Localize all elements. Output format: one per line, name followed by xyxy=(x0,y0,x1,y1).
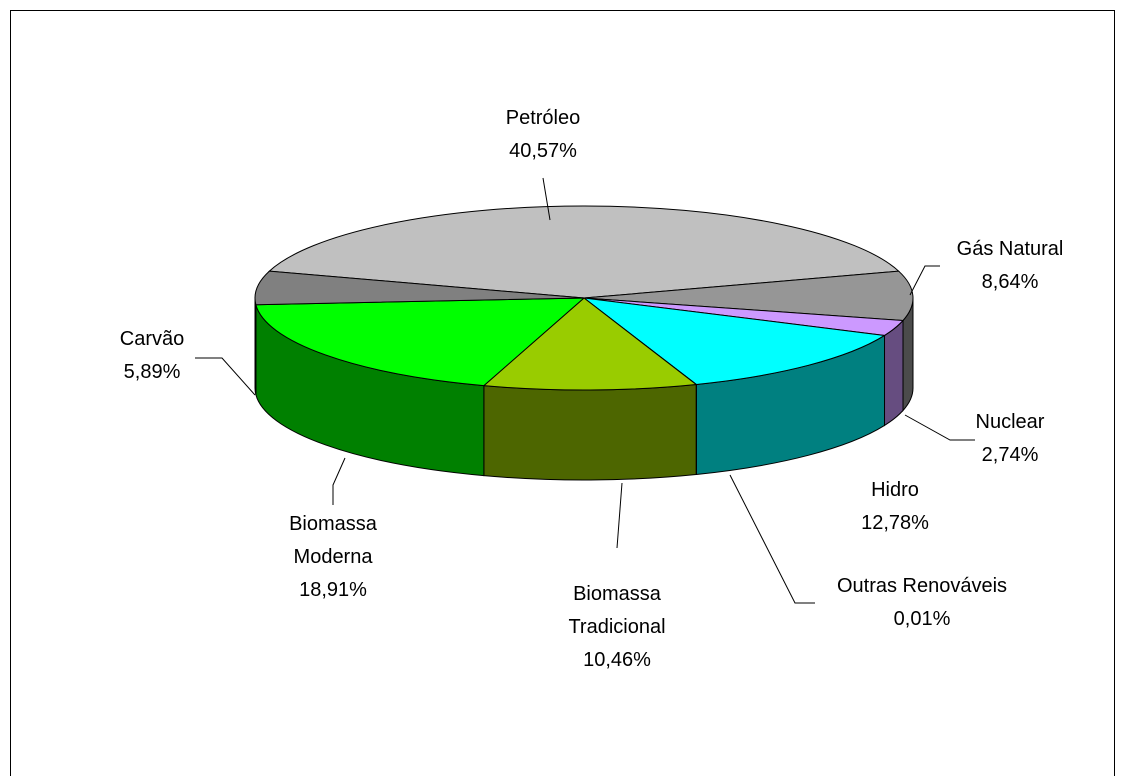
leader-line xyxy=(904,414,975,441)
leader-lines xyxy=(195,177,975,604)
leader-line xyxy=(332,457,346,505)
value-label: 0,01% xyxy=(893,608,951,630)
data-label: Carvão 5,89% xyxy=(52,323,252,389)
leader-line xyxy=(542,177,551,221)
value-label: 2,74% xyxy=(981,444,1039,466)
pie-sides xyxy=(254,297,914,481)
data-label: Biomassa Moderna 18,91% xyxy=(273,508,393,607)
value-label: 18,91% xyxy=(299,579,367,601)
value-label: 10,46% xyxy=(583,649,651,671)
category-label: Biomassa Moderna xyxy=(289,513,377,568)
leader-line xyxy=(729,474,815,604)
value-label: 5,89% xyxy=(123,361,181,383)
pie-slice xyxy=(254,270,585,306)
category-label: Gás Natural xyxy=(956,238,1064,260)
slice-side xyxy=(884,319,904,427)
data-label: Biomassa Tradicional 10,46% xyxy=(557,578,677,677)
leader-line xyxy=(909,265,940,296)
data-label: Outras Renováveis 0,01% xyxy=(792,570,1052,636)
pie-slice-side xyxy=(884,319,904,427)
slice-side xyxy=(483,383,697,481)
leader-line xyxy=(616,482,623,549)
pie-slice-side xyxy=(483,383,697,481)
category-label: Outras Renováveis xyxy=(836,575,1008,597)
value-label: 40,57% xyxy=(509,140,577,162)
category-label: Nuclear xyxy=(975,411,1045,433)
data-label: Gás Natural 8,64% xyxy=(880,233,1125,299)
category-label: Petróleo xyxy=(505,107,581,129)
data-label: Petróleo 40,57% xyxy=(413,102,673,168)
leader-line xyxy=(195,357,256,396)
category-label: Biomassa Tradicional xyxy=(568,583,666,638)
pie-tops xyxy=(254,205,914,391)
data-label: Nuclear 2,74% xyxy=(910,406,1110,472)
pie-slice xyxy=(582,297,886,385)
pie-slice xyxy=(255,297,586,387)
pie-slice xyxy=(583,270,914,322)
slice-side xyxy=(254,297,257,395)
value-label: 8,64% xyxy=(981,271,1039,293)
value-label: 12,78% xyxy=(861,512,929,534)
category-label: Carvão xyxy=(119,328,185,350)
data-label: Hidro 12,78% xyxy=(795,474,995,540)
pie-slice xyxy=(482,297,698,391)
pie-slice-side xyxy=(254,297,257,395)
pie-slice xyxy=(268,205,900,299)
category-label: Hidro xyxy=(871,479,919,501)
